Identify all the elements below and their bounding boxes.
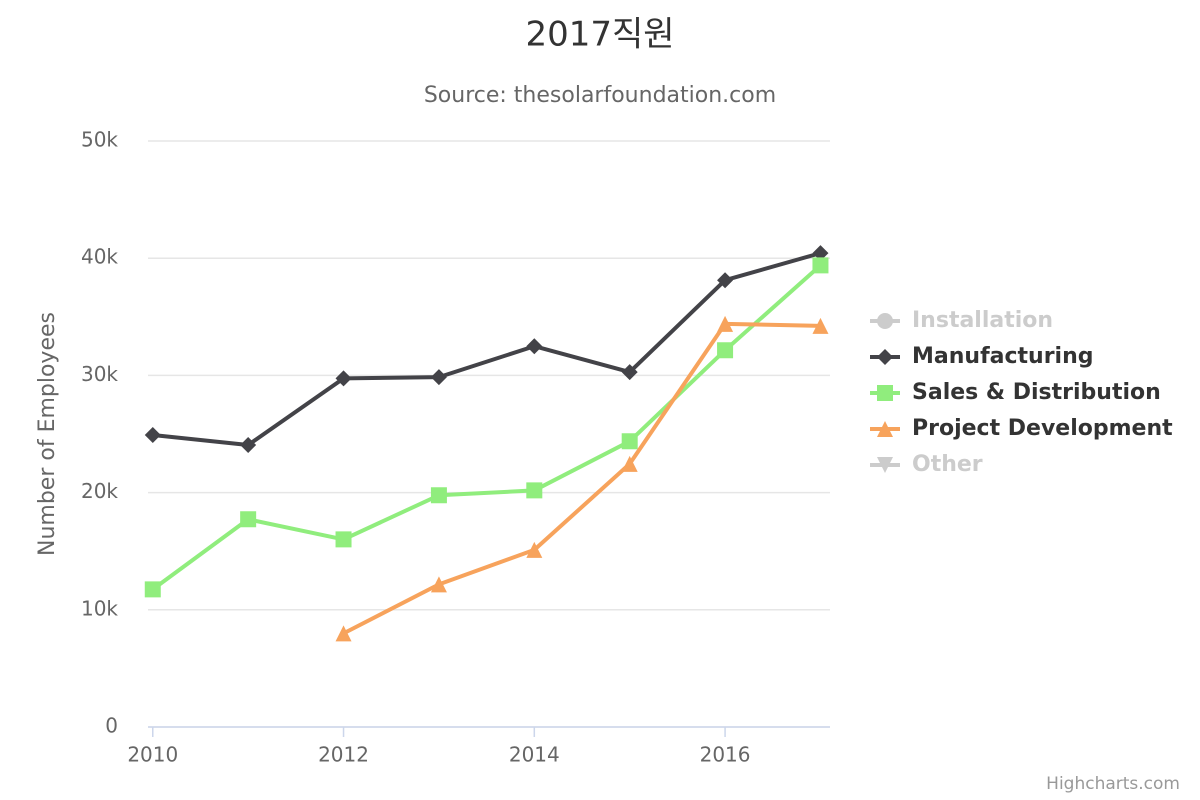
data-point (526, 338, 543, 355)
data-point (812, 245, 829, 262)
data-point (621, 364, 638, 381)
data-point (526, 482, 543, 499)
legend-label: Sales & Distribution (912, 380, 1161, 405)
y-tick-label: 40k (81, 245, 118, 269)
series-line (151, 263, 822, 591)
data-point (430, 487, 447, 504)
credits[interactable]: Highcharts.com (1046, 774, 1180, 794)
y-tick-label: 10k (81, 596, 118, 620)
data-point (144, 581, 161, 598)
data-point (335, 625, 352, 642)
legend-label: Manufacturing (912, 344, 1094, 369)
y-tick-label: 20k (81, 479, 118, 503)
y-tick-label: 0 (105, 714, 118, 738)
data-point (717, 315, 734, 332)
data-point (430, 369, 447, 386)
legend-item[interactable]: Sales & Distribution (870, 380, 1161, 405)
data-point (240, 436, 257, 453)
legend-label: Project Development (912, 416, 1173, 441)
data-point (621, 455, 638, 472)
legend-symbol (877, 457, 893, 473)
x-tick-label: 2014 (509, 743, 560, 767)
y-axis-title: Number of Employees (35, 312, 60, 556)
data-point (621, 433, 638, 450)
series-line (342, 321, 821, 636)
x-tick-label: 2012 (318, 743, 369, 767)
legend-item[interactable]: Project Development (870, 416, 1173, 441)
y-tick-label: 50k (81, 128, 118, 152)
data-point (335, 370, 352, 387)
legend-symbol (877, 313, 893, 329)
y-tick-label: 30k (81, 362, 118, 386)
data-point (526, 541, 543, 558)
data-point (717, 342, 734, 359)
legend-item[interactable]: Installation (870, 308, 1053, 333)
data-point (430, 576, 447, 593)
data-point (812, 317, 829, 334)
legend-label: Installation (912, 308, 1053, 333)
legend-label: Other (912, 452, 983, 477)
legend-symbol (877, 349, 893, 365)
data-point (812, 257, 829, 274)
data-point (335, 531, 352, 548)
data-point (240, 511, 257, 528)
legend-symbol (877, 421, 893, 437)
chart-title: 2017직원 (525, 15, 674, 55)
legend-item[interactable]: Manufacturing (870, 344, 1094, 369)
series-line (152, 251, 822, 447)
chart-subtitle: Source: thesolarfoundation.com (424, 83, 776, 108)
data-point (144, 426, 161, 443)
legend-symbol (877, 385, 893, 401)
x-tick-label: 2010 (127, 743, 178, 767)
x-tick-label: 2016 (700, 743, 751, 767)
data-point (717, 272, 734, 289)
